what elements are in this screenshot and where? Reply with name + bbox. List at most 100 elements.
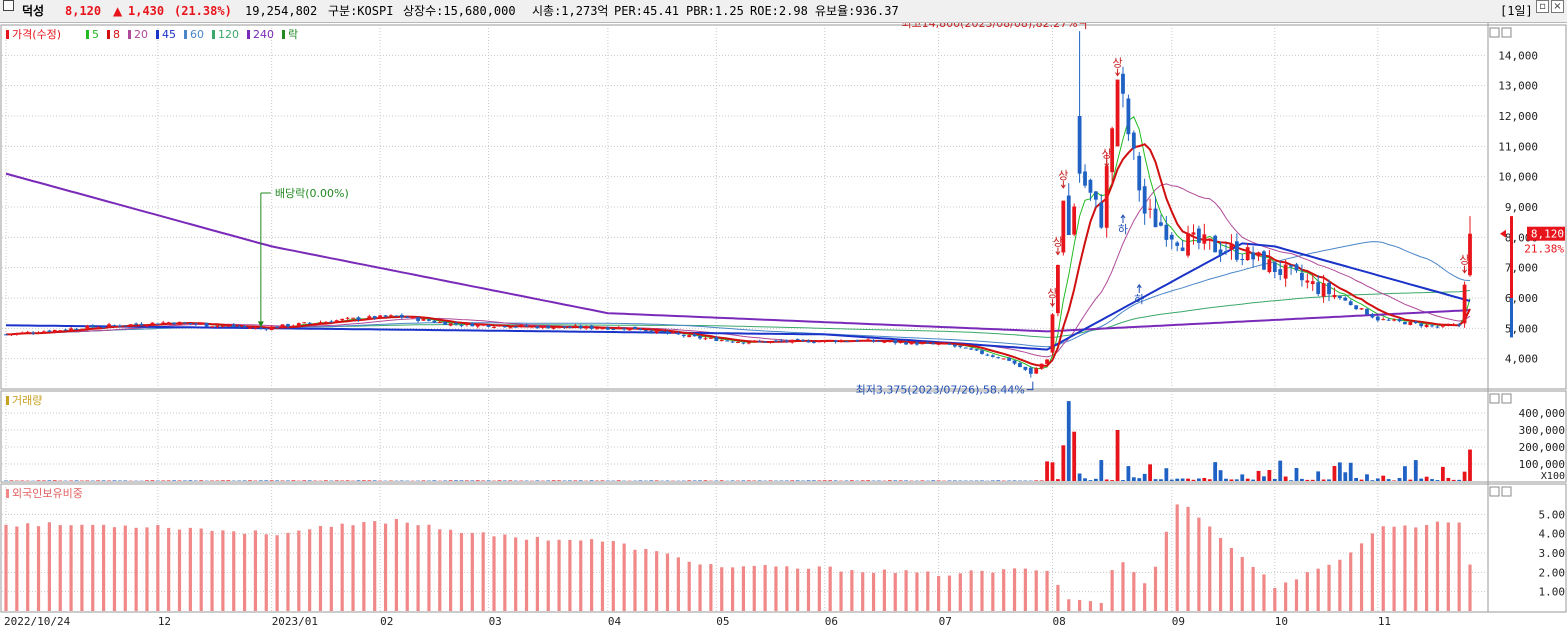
candle-body [1451,324,1456,326]
foreign-holding-bar [1143,583,1147,611]
volume-bar [1218,470,1223,481]
x-tick-label: 04 [608,615,622,628]
volume-bar [1164,468,1169,481]
candle-body [52,329,57,333]
candle-body [790,339,795,343]
foreign-y-tick: 5.00 [1539,508,1566,521]
candle-body [1300,272,1304,281]
volume-bar [557,480,561,481]
candle-body [681,334,686,337]
legend-label: 락 [288,28,298,41]
volume-bar [1446,477,1451,481]
foreign-holding-bar [318,525,323,611]
candle-body [1180,247,1185,251]
candle-body [351,317,355,319]
foreign-holding-bar [796,568,800,611]
foreign-holding-bar [1132,572,1136,611]
foreign-holding-bar [590,539,594,611]
volume-bar [698,480,702,481]
candle-body [80,329,84,331]
candle-body [1001,358,1006,360]
volume-bar [719,480,724,481]
volume-bar [1056,479,1060,481]
candle-body [313,323,317,325]
period-selector[interactable]: [1일] [1500,4,1533,18]
candle-body [643,330,648,332]
foreign-holding-bar [871,572,876,611]
volume-bar [578,480,583,481]
candle-body [1142,186,1147,214]
close-icon[interactable]: × [1551,0,1564,13]
candle-body [524,325,529,327]
foreign-holding-bar [134,527,138,611]
candle-body [942,343,946,345]
candle-body [1175,242,1180,246]
window-restore-icon[interactable]: ▫ [1536,0,1549,13]
volume-bar [1457,479,1462,481]
foreign-holding-bar [47,522,51,611]
volume-bar [269,480,274,481]
candle-body [779,340,784,342]
foreign-holding-bar [1218,537,1223,611]
candle-body [302,322,307,324]
foreign-holding-bar [741,566,746,611]
candle-body [725,340,730,342]
stock-chart[interactable]: 2022/10/24 12 2023/01 02 03 04 05 06 07 08 09 10 11 4… [0,23,1567,630]
candle-body [31,332,36,334]
candle-body [676,332,681,335]
candle-body [508,327,513,329]
foreign-holding-bar [329,526,333,611]
market-type: 구분:KOSPI [328,4,394,18]
foreign-holding-bar [4,524,8,611]
foreign-holding-bar [112,527,117,611]
volume-bar [1348,462,1353,481]
candle-body [1419,323,1424,327]
candle-body [172,322,176,325]
select-checkbox[interactable] [3,0,14,11]
candle-body [806,340,811,343]
foreign-holding-bar [709,564,713,611]
volume-bar [372,480,377,481]
volume-bar [1126,466,1131,481]
foreign-holding-bar [351,525,355,611]
range-bar-up [1510,216,1513,298]
candle-body [427,319,431,321]
candle-body [958,345,963,348]
volume-bar [1224,478,1228,481]
volume-bar [475,480,480,481]
candle-body [1191,232,1196,235]
volume-bar [1272,479,1277,481]
volume-bar [1386,479,1391,481]
volume-bar [1202,478,1207,481]
candle-body [437,321,442,323]
volume-bar [1451,479,1456,481]
volume-bar [931,480,936,481]
volume-bar [508,480,513,481]
volume-bar [1245,478,1250,481]
limit-up-marker: 상 [1112,57,1122,70]
candle-body [1321,283,1326,297]
foreign-holding-bar [980,570,984,611]
ex-dividend-annotation: 배당락(0.00%) [275,187,349,200]
candle-body [855,340,860,342]
foreign-holding-bar [947,575,952,611]
candle-body [183,322,187,324]
x-tick-label: 03 [489,615,502,628]
candle-body [1245,247,1250,261]
candle-body [1034,368,1039,374]
volume-bar [101,480,106,481]
price-y-tick: 5,000 [1505,322,1538,335]
x-tick-label: 09 [1172,615,1185,628]
candle-body [464,323,469,325]
foreign-holding-bar [698,564,702,611]
candle-body [215,325,220,327]
candle-body [562,326,567,328]
price-panel-close-icon [1501,27,1512,38]
foreign-holding-bar [394,519,398,611]
volume-bar [145,480,149,481]
foreign-holding-bar [514,537,518,611]
candle-body [763,341,768,343]
candle-body [383,315,388,317]
candle-body [145,325,149,327]
volume-bar [1153,479,1158,481]
